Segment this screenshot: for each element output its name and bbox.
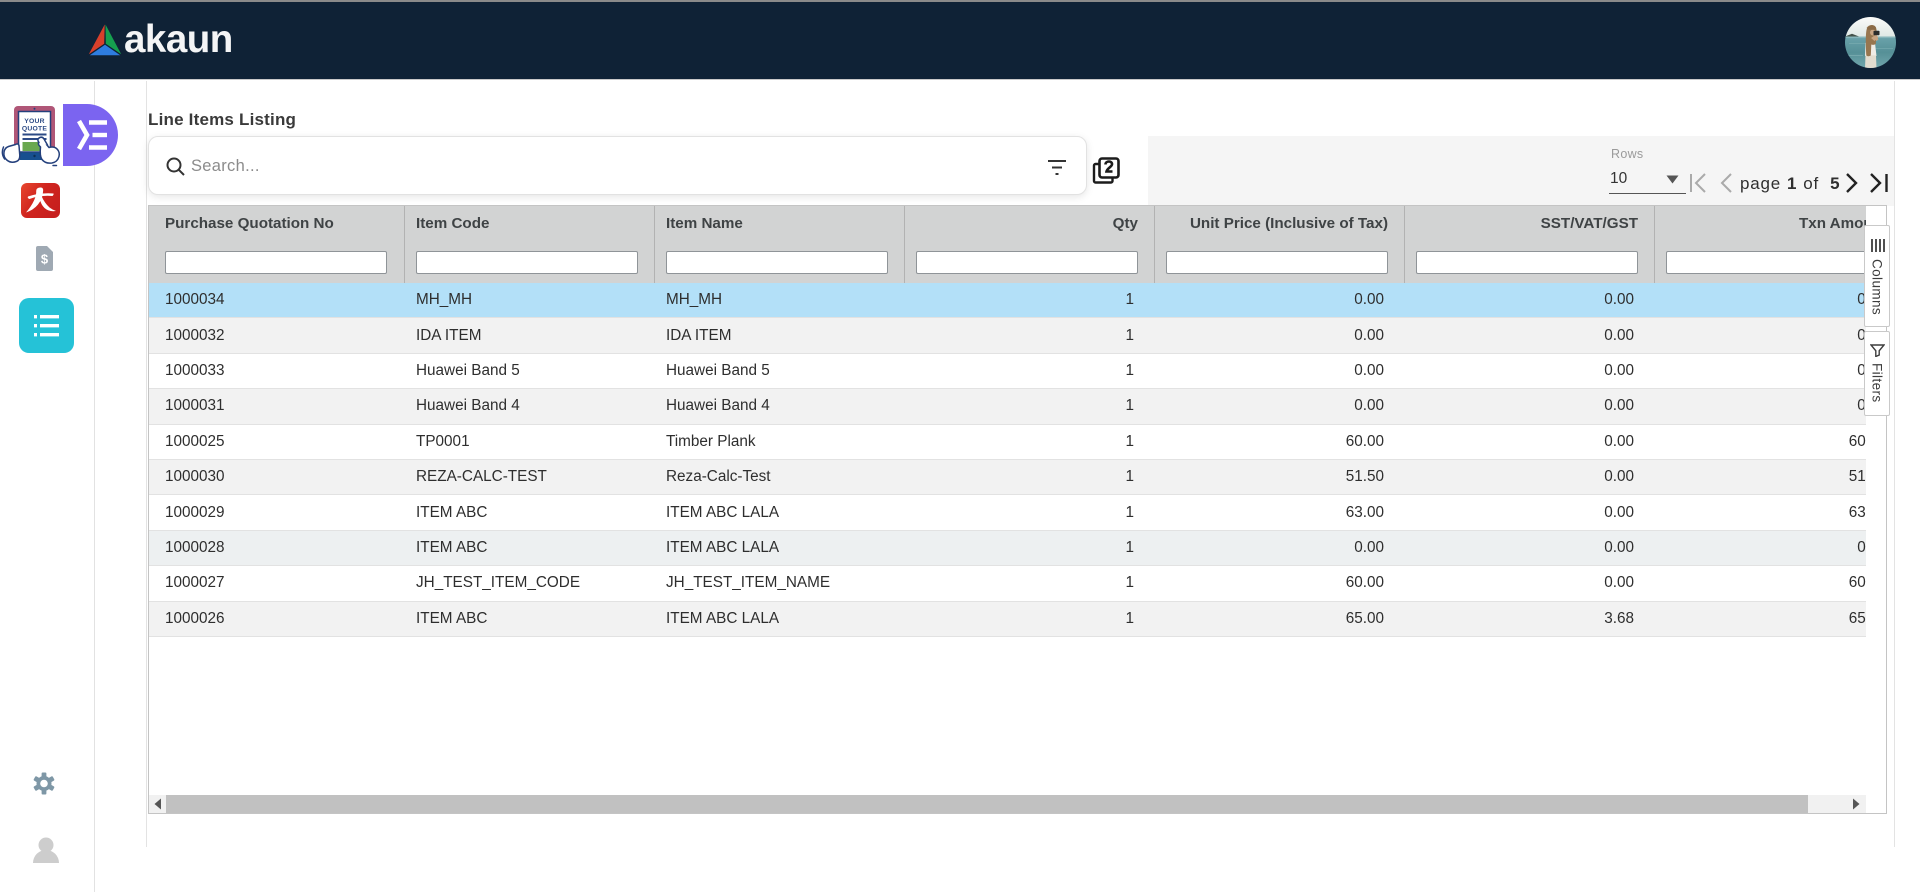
svg-text:QUOTE: QUOTE: [22, 126, 47, 133]
svg-text:$: $: [41, 252, 49, 267]
svg-text:YOUR: YOUR: [24, 118, 44, 125]
